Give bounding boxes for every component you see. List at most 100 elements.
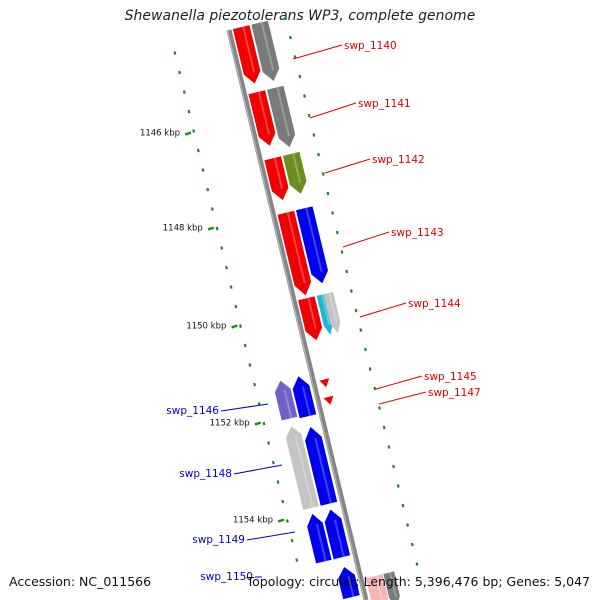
gene-arrow-swp-1149-b-shade <box>315 523 327 562</box>
gene-arrow-swp-1140 <box>232 25 261 84</box>
callout-line-swp-1143 <box>342 231 390 248</box>
inner-scale-tick <box>220 246 224 250</box>
outer-scale-tick <box>373 386 377 391</box>
outer-scale-tick <box>307 113 311 118</box>
outer-scale-tick <box>335 230 339 235</box>
outer-scale-tick <box>331 211 335 215</box>
inner-scale-tick <box>210 207 214 211</box>
callout-line-swp-1146 <box>220 403 269 412</box>
scale-label-5: 1154 kbp <box>233 516 273 526</box>
inner-scale-tick <box>276 480 280 484</box>
gene-arrow-swp-1146-shade <box>301 386 311 417</box>
gene-arrow-swp-1146-slate-shade <box>283 389 293 419</box>
gene-arrow-swp-1142-olive <box>282 151 307 194</box>
topology-text: Topology: circular; Length: 5,396,476 bp… <box>246 574 590 589</box>
gene-label-swp-1143: swp_1143 <box>391 227 444 239</box>
gene-label-swp-1142: swp_1142 <box>372 154 425 166</box>
scale-label-2: 1148 kbp <box>163 224 203 234</box>
inner-scale-tick <box>215 226 219 231</box>
inner-scale-tick <box>290 538 294 543</box>
inner-scale-tick <box>173 51 177 55</box>
gene-arrow-swp-1143 <box>277 210 312 296</box>
gene-label-swp-1149: swp_1149 <box>192 534 245 546</box>
inner-scale-tick <box>253 382 257 387</box>
outer-scale-tick <box>410 542 414 547</box>
outer-scale-tick <box>340 250 344 254</box>
gene-arrow-swp-1149-b <box>307 513 332 564</box>
gene-arrow-swp-1146-slate <box>274 380 298 421</box>
scale-label-1: 1146 kbp <box>140 129 180 139</box>
gene-arrow-gray-2 <box>267 85 296 148</box>
callout-line-swp-1140 <box>292 44 343 60</box>
inner-scale-tick <box>196 148 200 153</box>
gene-arrow-swp-1144-cyan-shade <box>321 294 331 325</box>
gene-arrow-gray-2-shade <box>276 87 290 137</box>
callout-line-swp-1142 <box>324 158 371 174</box>
outer-scale-tick <box>382 425 386 430</box>
outer-scale-tick <box>406 523 410 527</box>
inner-scale-tick <box>225 265 228 270</box>
gene-label-swp-1147: swp_1147 <box>428 387 481 399</box>
gene-arrow-swp-1147 <box>323 395 334 405</box>
gene-label-swp-1146: swp_1146 <box>166 405 219 417</box>
callout-line-swp-1145 <box>375 375 423 390</box>
gene-arrow-swp-1141 <box>248 90 276 146</box>
map-title: Shewanella piezotolerans WP3, complete g… <box>124 8 476 24</box>
outer-scale-tick <box>354 308 358 313</box>
scale-label-3: 1150 kbp <box>186 322 226 332</box>
gene-arrow-swp-1144-shade <box>307 297 317 330</box>
gene-arrow-pink-shade <box>375 575 383 600</box>
outer-scale-tick <box>387 445 391 449</box>
inner-scale-tick <box>295 558 299 562</box>
inner-scale-tick <box>206 187 210 192</box>
gene-label-swp-1150: swp_1150 <box>200 571 253 583</box>
inner-scale-tick <box>182 90 186 94</box>
gene-arrow-swp-1148-gray-shade <box>294 435 314 508</box>
gene-arrow-swp-1143-shade <box>286 212 306 284</box>
outer-scale-tick <box>401 503 405 508</box>
outer-scale-tick <box>298 74 302 79</box>
gene-arrow-swp-1149-a <box>324 509 351 560</box>
gene-label-swp-1145: swp_1145 <box>424 371 477 383</box>
outer-scale-tick <box>396 484 400 488</box>
gene-arrow-swp-1141-shade <box>257 91 271 135</box>
outer-scale-tick <box>359 328 363 332</box>
callout-line-swp-1147 <box>378 391 427 405</box>
gene-arrow-gray-3 <box>383 571 400 600</box>
gene-arrow-swp-1143-blue <box>296 206 328 284</box>
callout-line-swp-1149 <box>246 531 296 541</box>
major-tick <box>231 324 238 329</box>
gene-arrow-gray-1 <box>251 20 280 81</box>
inner-scale-tick <box>262 421 266 426</box>
gene-arrow-gray-1-shade <box>260 21 275 71</box>
outer-scale-tick <box>349 289 353 293</box>
outer-scale-tick <box>415 562 419 566</box>
outer-scale-tick <box>378 406 381 410</box>
inner-scale-tick <box>178 70 182 75</box>
gene-label-swp-1148: swp_1148 <box>179 468 232 480</box>
outer-scale-tick <box>392 464 396 469</box>
backbone-highlight <box>226 29 366 600</box>
gene-arrow-swp-1146 <box>292 376 317 419</box>
gene-arrow-swp-1142-shade <box>273 157 284 190</box>
gene-arrow-swp-1150-shade <box>347 575 355 597</box>
gene-arrow-swp-1142-olive-shade <box>292 153 302 183</box>
scale-label-4: 1152 kbp <box>210 419 250 429</box>
inner-scale-tick <box>187 109 191 114</box>
outer-scale-tick <box>321 172 325 176</box>
major-tick <box>277 518 285 523</box>
gene-arrow-swp-1143-blue-shade <box>305 207 323 273</box>
inner-scale-tick <box>285 519 289 523</box>
gene-arrow-swp-1140-shade <box>242 26 256 73</box>
gene-label-swp-1140: swp_1140 <box>344 40 397 52</box>
outer-scale-tick <box>345 269 349 274</box>
gene-label-swp-1144: swp_1144 <box>408 298 461 310</box>
backbone-line <box>226 29 369 600</box>
gene-arrow-swp-1148-gray <box>285 426 319 510</box>
outer-scale-tick <box>317 152 321 157</box>
callout-line-swp-1144 <box>359 302 407 318</box>
gene-arrow-swp-1142 <box>264 156 289 201</box>
inner-scale-tick <box>248 363 252 367</box>
outer-scale-tick <box>303 94 306 98</box>
